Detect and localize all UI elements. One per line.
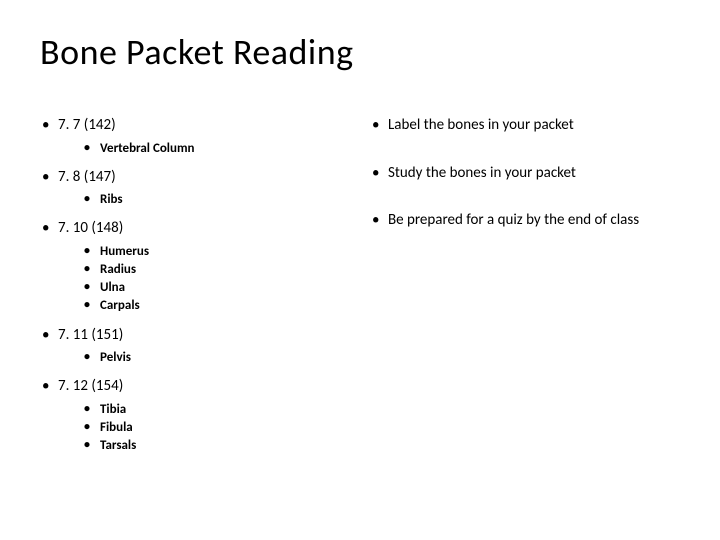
instruction-item: Label the bones in your packet: [370, 116, 680, 136]
section-7-11: 7. 11 (151) Pelvis: [40, 326, 330, 368]
section-heading: 7. 10 (148): [58, 219, 123, 237]
subitems: Vertebral Column: [58, 140, 330, 158]
instruction-item: Study the bones in your packet: [370, 164, 680, 184]
section-7-7: 7. 7 (142) Vertebral Column: [40, 116, 330, 158]
right-column: Label the bones in your packet Study the…: [370, 116, 680, 465]
section-heading: 7. 7 (142): [58, 116, 116, 134]
list-item: Pelvis: [82, 349, 330, 367]
list-item: Radius: [82, 261, 330, 279]
subitems: Tibia Fibula Tarsals: [58, 401, 330, 456]
list-item: Vertebral Column: [82, 140, 330, 158]
content-columns: 7. 7 (142) Vertebral Column 7. 8 (147) R…: [40, 116, 680, 465]
left-column: 7. 7 (142) Vertebral Column 7. 8 (147) R…: [40, 116, 330, 465]
section-heading: 7. 11 (151): [58, 326, 123, 344]
section-7-8: 7. 8 (147) Ribs: [40, 168, 330, 210]
section-7-12: 7. 12 (154) Tibia Fibula Tarsals: [40, 377, 330, 455]
list-item: Tarsals: [82, 437, 330, 455]
list-item: Carpals: [82, 297, 330, 315]
subitems: Pelvis: [58, 349, 330, 367]
instruction-item: Be prepared for a quiz by the end of cla…: [370, 211, 680, 231]
slide: Bone Packet Reading 7. 7 (142) Vertebral…: [0, 0, 720, 540]
list-item: Ulna: [82, 279, 330, 297]
list-item: Tibia: [82, 401, 330, 419]
list-item: Humerus: [82, 243, 330, 261]
slide-title: Bone Packet Reading: [40, 30, 680, 74]
list-item: Ribs: [82, 191, 330, 209]
list-item: Fibula: [82, 419, 330, 437]
right-list: Label the bones in your packet Study the…: [370, 116, 680, 231]
subitems: Humerus Radius Ulna Carpals: [58, 243, 330, 316]
subitems: Ribs: [58, 191, 330, 209]
section-7-10: 7. 10 (148) Humerus Radius Ulna Carpals: [40, 219, 330, 315]
section-heading: 7. 8 (147): [58, 168, 116, 186]
section-heading: 7. 12 (154): [58, 377, 123, 395]
left-list: 7. 7 (142) Vertebral Column 7. 8 (147) R…: [40, 116, 330, 455]
